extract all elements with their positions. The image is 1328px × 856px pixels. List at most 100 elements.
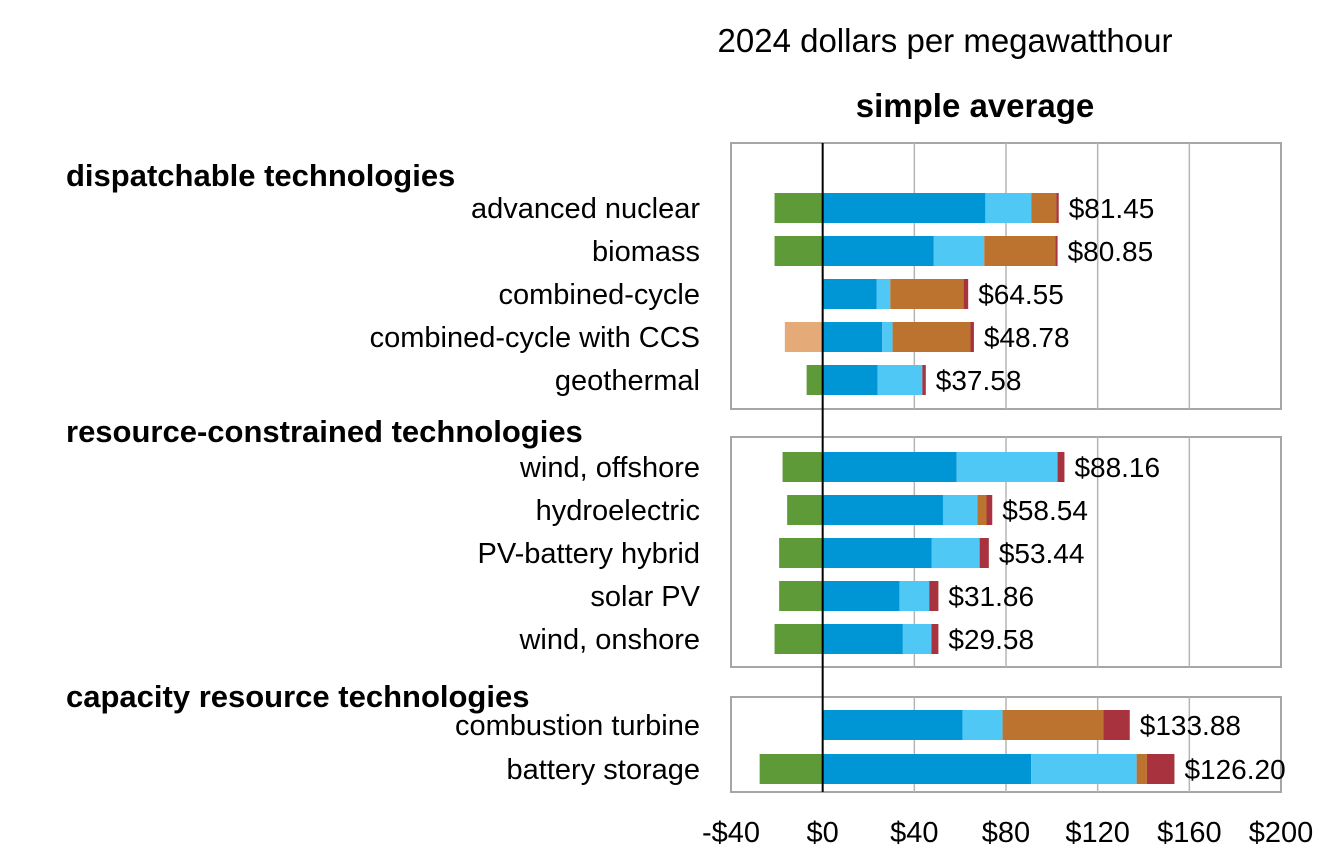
bars — [759, 143, 1175, 792]
value-label: $58.54 — [1002, 495, 1088, 526]
bar-segment — [984, 236, 1056, 266]
bar-segment-negative — [779, 538, 823, 568]
bar-segment-negative — [774, 236, 823, 266]
bar-segment — [1055, 236, 1058, 266]
bar-row — [774, 193, 1059, 223]
bar-segment — [822, 236, 934, 266]
bar-segment — [922, 365, 926, 395]
bar-segment-negative — [774, 193, 823, 223]
bar-row — [782, 452, 1065, 482]
bar-segment — [979, 538, 989, 568]
bar-segment — [899, 581, 930, 611]
bar-segment — [956, 452, 1058, 482]
bar-segment — [822, 495, 943, 525]
unit-title: 2024 dollars per megawatthour — [718, 22, 1173, 59]
bar-segment — [962, 710, 1003, 740]
row-label: wind, onshore — [518, 624, 700, 656]
bar-segment — [1103, 710, 1130, 740]
group-label: capacity resource technologies — [66, 679, 529, 714]
bar-segment — [890, 279, 964, 309]
bar-row — [779, 538, 989, 568]
row-label: wind, offshore — [519, 452, 700, 484]
row-label: battery storage — [507, 754, 700, 786]
bar-segment — [892, 322, 971, 352]
bar-segment — [822, 193, 986, 223]
bar-row — [822, 710, 1130, 740]
bar-segment — [822, 624, 903, 654]
bar-segment — [822, 452, 957, 482]
value-label: $53.44 — [999, 538, 1085, 569]
bar-segment-negative — [779, 581, 823, 611]
row-label: advanced nuclear — [471, 193, 700, 225]
bar-segment — [822, 754, 1032, 784]
bar-segment — [1031, 193, 1057, 223]
bar-segment-negative — [782, 452, 823, 482]
bar-segment — [1031, 754, 1137, 784]
group-label: dispatchable technologies — [66, 158, 455, 193]
value-label: $64.55 — [978, 279, 1064, 310]
chart-subtitle: simple average — [856, 87, 1094, 124]
bar-segment — [1146, 754, 1175, 784]
bar-segment — [1057, 452, 1065, 482]
bar-segment — [985, 193, 1032, 223]
labels: dispatchable technologies advanced nuclea… — [66, 158, 1313, 849]
bar-segment — [822, 581, 900, 611]
bar-segment-negative — [774, 624, 823, 654]
value-label: $37.58 — [936, 365, 1022, 396]
bar-row — [784, 322, 974, 352]
row-label: geothermal — [555, 365, 700, 397]
bar-segment-negative — [759, 754, 823, 784]
row-label: solar PV — [590, 581, 700, 613]
x-tick-label: $0 — [807, 817, 839, 849]
bar-segment — [986, 495, 993, 525]
bar-row — [806, 365, 926, 395]
bar-segment — [931, 624, 939, 654]
bar-segment-negative — [784, 322, 823, 352]
row-label: combined-cycle — [499, 279, 700, 311]
bar-row — [779, 581, 939, 611]
bar-segment — [970, 322, 974, 352]
value-label: $48.78 — [984, 322, 1070, 353]
row-label: PV-battery hybrid — [478, 538, 700, 570]
bar-row — [774, 236, 1058, 266]
bar-segment-negative — [787, 495, 823, 525]
bar-segment — [942, 495, 978, 525]
row-label: combustion turbine — [455, 710, 700, 742]
value-label: $29.58 — [948, 624, 1034, 655]
bar-row — [787, 495, 993, 525]
bar-segment — [822, 279, 877, 309]
x-tick-label: $200 — [1249, 817, 1314, 849]
bar-segment — [902, 624, 932, 654]
bar-segment — [822, 365, 878, 395]
row-label: hydroelectric — [536, 495, 700, 527]
value-label: $80.85 — [1068, 236, 1154, 267]
bar-segment — [822, 710, 963, 740]
row-label: combined-cycle with CCS — [370, 322, 700, 354]
group-label: resource-constrained technologies — [66, 414, 583, 449]
bar-segment — [877, 365, 923, 395]
x-tick-label: $160 — [1157, 817, 1222, 849]
x-tick-label: -$40 — [702, 817, 760, 849]
bar-segment — [931, 538, 980, 568]
value-label: $88.16 — [1074, 452, 1160, 483]
row-label: biomass — [592, 236, 700, 268]
value-label: $81.45 — [1069, 193, 1155, 224]
bar-segment — [1136, 754, 1147, 784]
x-tick-label: $80 — [982, 817, 1030, 849]
value-label: $126.20 — [1184, 754, 1285, 785]
bar-segment — [822, 322, 883, 352]
bar-segment-negative — [806, 365, 823, 395]
bar-row — [822, 279, 969, 309]
bar-segment — [822, 538, 932, 568]
bar-row — [759, 754, 1175, 784]
bar-segment — [933, 236, 985, 266]
bar-segment — [1056, 193, 1059, 223]
x-tick-label: $120 — [1065, 817, 1130, 849]
bar-segment — [882, 322, 893, 352]
bar-segment — [876, 279, 891, 309]
x-tick-label: $40 — [890, 817, 938, 849]
bar-segment — [929, 581, 939, 611]
value-label: $133.88 — [1140, 710, 1241, 741]
bar-segment — [977, 495, 987, 525]
